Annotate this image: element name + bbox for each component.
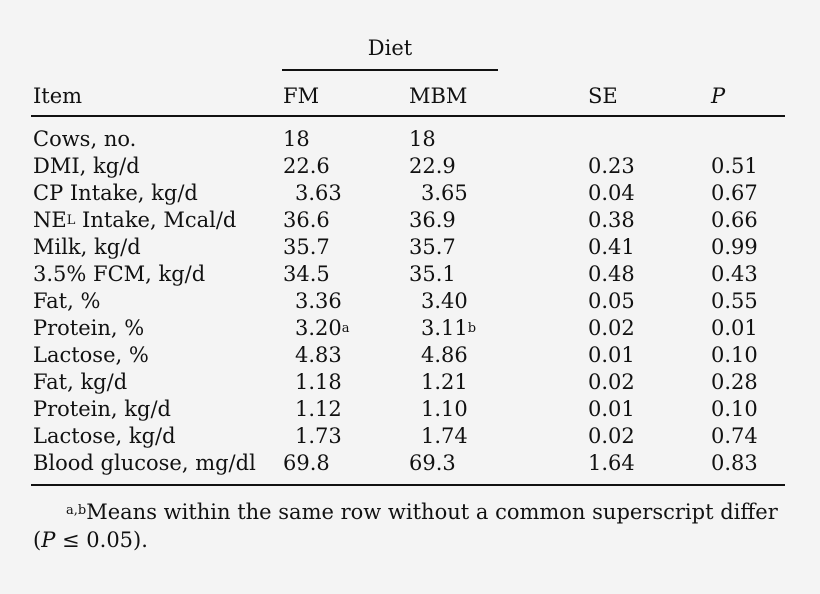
- cell-fm: 3.63: [295, 181, 342, 205]
- cell-fm: 3.20a: [295, 316, 350, 340]
- diet-group-rule: [282, 69, 498, 71]
- table-row: NEL Intake, Mcal/d 36.6 36.9 0.38 0.66: [0, 207, 820, 234]
- cell-mbm: 69.3: [409, 451, 456, 475]
- table-row: Lactose, % 4.83 4.86 0.01 0.10: [0, 342, 820, 369]
- cell-fm: 1.18: [295, 370, 342, 394]
- cell-mbm: 36.9: [409, 208, 456, 232]
- cell-p: 0.28: [711, 370, 758, 394]
- cell-item: 3.5% FCM, kg/d: [33, 262, 206, 286]
- cell-item: Fat, %: [33, 289, 101, 313]
- cell-item: Fat, kg/d: [33, 370, 128, 394]
- cell-item: CP Intake, kg/d: [33, 181, 198, 205]
- cell-fm: 35.7: [283, 235, 330, 259]
- footnote-p-symbol: P: [41, 528, 56, 552]
- cell-se: 0.48: [588, 262, 635, 286]
- cell-superscript: a: [341, 321, 350, 336]
- table-row: Fat, kg/d 1.18 1.21 0.02 0.28: [0, 369, 820, 396]
- cell-fm: 1.73: [295, 424, 342, 448]
- table-row: Protein, kg/d 1.12 1.10 0.01 0.10: [0, 396, 820, 423]
- cell-item: Protein, %: [33, 316, 145, 340]
- cell-p: 0.51: [711, 154, 758, 178]
- cell-mbm: 35.1: [409, 262, 456, 286]
- header-mbm: MBM: [409, 84, 468, 108]
- cell-se: 0.01: [588, 397, 635, 421]
- cell-mbm: 1.21: [421, 370, 468, 394]
- cell-fm: 69.8: [283, 451, 330, 475]
- cell-item: Protein, kg/d: [33, 397, 171, 421]
- cell-p: 0.10: [711, 343, 758, 367]
- cell-se: 0.02: [588, 370, 635, 394]
- cell-item: Cows, no.: [33, 127, 137, 151]
- footnote-superscript: a,b: [66, 503, 87, 518]
- cell-se: 0.05: [588, 289, 635, 313]
- table-row: CP Intake, kg/d 3.63 3.65 0.04 0.67: [0, 180, 820, 207]
- cell-mbm: 22.9: [409, 154, 456, 178]
- cell-item: Lactose, kg/d: [33, 424, 176, 448]
- table-row: Blood glucose, mg/dl 69.8 69.3 1.64 0.83: [0, 450, 820, 477]
- cell-item: Blood glucose, mg/dl: [33, 451, 256, 475]
- cell-p: 0.83: [711, 451, 758, 475]
- cell-item: Milk, kg/d: [33, 235, 141, 259]
- table-footnote: a,bMeans within the same row without a c…: [33, 498, 793, 554]
- diet-group-header: Diet: [367, 36, 413, 60]
- table-top-rule: [31, 115, 785, 117]
- cell-fm: 34.5: [283, 262, 330, 286]
- cell-item: DMI, kg/d: [33, 154, 140, 178]
- cell-mbm: 35.7: [409, 235, 456, 259]
- table-row: Cows, no. 18 18: [0, 126, 820, 153]
- cell-se: 0.23: [588, 154, 635, 178]
- table-row: Lactose, kg/d 1.73 1.74 0.02 0.74: [0, 423, 820, 450]
- column-headers: Item FM MBM SE P: [0, 84, 820, 110]
- table-bottom-rule: [31, 484, 785, 486]
- cell-se: 0.04: [588, 181, 635, 205]
- cell-fm: 4.83: [295, 343, 342, 367]
- cell-se: 0.02: [588, 316, 635, 340]
- cell-fm: 18: [283, 127, 310, 151]
- table-row: DMI, kg/d 22.6 22.9 0.23 0.51: [0, 153, 820, 180]
- cell-p: 0.99: [711, 235, 758, 259]
- cell-se: 0.01: [588, 343, 635, 367]
- cell-mbm: 1.74: [421, 424, 468, 448]
- cell-item: Lactose, %: [33, 343, 149, 367]
- footnote-text-end: ≤ 0.05).: [55, 528, 148, 552]
- cell-se: 0.38: [588, 208, 635, 232]
- table-row: Milk, kg/d 35.7 35.7 0.41 0.99: [0, 234, 820, 261]
- cell-p: 0.01: [711, 316, 758, 340]
- cell-item: NEL Intake, Mcal/d: [33, 208, 237, 232]
- cell-p: 0.67: [711, 181, 758, 205]
- table-row: Protein, % 3.20a 3.11b 0.02 0.01: [0, 315, 820, 342]
- cell-se: 1.64: [588, 451, 635, 475]
- cell-fm: 3.36: [295, 289, 342, 313]
- cell-mbm: 3.65: [421, 181, 468, 205]
- cell-fm: 1.12: [295, 397, 342, 421]
- table-body: Cows, no. 18 18 DMI, kg/d 22.6 22.9 0.23 0.51 CP…: [0, 126, 820, 477]
- cell-fm: 36.6: [283, 208, 330, 232]
- cell-p: 0.10: [711, 397, 758, 421]
- cell-mbm: 3.40: [421, 289, 468, 313]
- cell-mbm: 18: [409, 127, 436, 151]
- cell-p: 0.43: [711, 262, 758, 286]
- cell-mbm: 3.11b: [421, 316, 477, 340]
- footnote-text: Means within the same row without a comm…: [33, 500, 778, 552]
- cell-superscript: b: [467, 321, 477, 336]
- cell-p: 0.74: [711, 424, 758, 448]
- header-item: Item: [33, 84, 83, 108]
- header-p: P: [711, 84, 726, 108]
- header-fm: FM: [283, 84, 320, 108]
- cell-mbm: 1.10: [421, 397, 468, 421]
- cell-fm: 22.6: [283, 154, 330, 178]
- header-se: SE: [588, 84, 618, 108]
- cell-se: 0.41: [588, 235, 635, 259]
- table-row: Fat, % 3.36 3.40 0.05 0.55: [0, 288, 820, 315]
- table-row: 3.5% FCM, kg/d 34.5 35.1 0.48 0.43: [0, 261, 820, 288]
- cell-p: 0.55: [711, 289, 758, 313]
- cell-se: 0.02: [588, 424, 635, 448]
- cell-p: 0.66: [711, 208, 758, 232]
- cell-mbm: 4.86: [421, 343, 468, 367]
